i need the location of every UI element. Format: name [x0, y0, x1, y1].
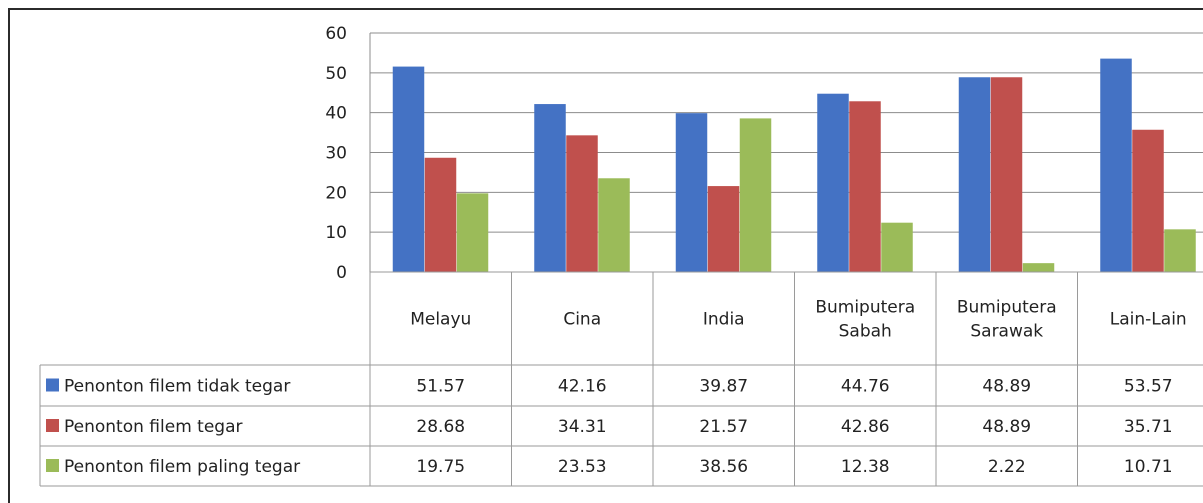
bar [958, 77, 991, 272]
bar [392, 66, 425, 272]
bar [1164, 229, 1196, 272]
data-table-cell: 35.71 [1124, 417, 1173, 437]
data-table-cell: 2.22 [988, 457, 1026, 477]
bar [849, 101, 881, 273]
data-table-cell: 10.71 [1124, 457, 1173, 477]
bar [817, 93, 849, 273]
bar [566, 135, 598, 272]
y-tick-label: 50 [325, 64, 347, 84]
bar [1100, 58, 1132, 272]
bar [598, 178, 630, 272]
legend-swatch [46, 419, 59, 432]
x-category-label: Melayu [410, 310, 471, 330]
bar [881, 222, 913, 272]
data-table-cell: 39.87 [699, 377, 748, 397]
data-table-cell: 34.31 [558, 417, 607, 437]
data-table-cell: 28.68 [416, 417, 465, 437]
bar [456, 193, 489, 272]
x-category-label: Lain-Lain [1110, 310, 1187, 330]
x-category-label: Sarawak [970, 322, 1043, 342]
bar [990, 77, 1023, 272]
legend-label: Penonton filem tidak tegar [64, 377, 290, 397]
y-tick-label: 40 [325, 104, 347, 124]
bar [675, 113, 708, 272]
data-table-cell: 48.89 [982, 377, 1031, 397]
legend-swatch [46, 378, 59, 392]
data-table-cell: 53.57 [1124, 377, 1173, 397]
y-tick-label: 0 [336, 263, 347, 283]
data-table-cell: 21.57 [699, 417, 748, 437]
bar [424, 157, 457, 272]
bar [1132, 129, 1164, 272]
y-tick-label: 30 [325, 144, 347, 164]
x-category-label: Bumiputera [957, 298, 1057, 318]
data-table-cell: 19.75 [416, 457, 465, 477]
legend-label: Penonton filem paling tegar [64, 457, 300, 477]
y-tick-label: 20 [325, 183, 347, 203]
data-table: Melayu Cina India Bumiputera Sabah Bumiputera… [39, 271, 1203, 487]
y-axis: 0 10 20 30 40 50 60 [325, 24, 371, 283]
data-table-cell: 23.53 [558, 457, 607, 477]
x-category-label: Bumiputera [815, 298, 915, 318]
data-table-cell: 42.86 [841, 417, 890, 437]
data-table-cell: 51.57 [416, 377, 465, 397]
bar [534, 104, 566, 272]
y-tick-label: 60 [325, 24, 347, 44]
bar [739, 118, 772, 272]
bar [1022, 263, 1055, 272]
legend-swatch [46, 459, 59, 472]
data-table-cell: 42.16 [558, 377, 607, 397]
data-table-cell: 48.89 [982, 417, 1031, 437]
x-category-label: Cina [563, 310, 601, 330]
x-category-label: India [703, 310, 745, 330]
data-table-cell: 44.76 [841, 377, 890, 397]
y-tick-label: 10 [325, 223, 347, 243]
data-table-cell: 12.38 [841, 457, 890, 477]
bar [707, 186, 740, 272]
legend-label: Penonton filem tegar [64, 417, 242, 437]
x-category-label: Sabah [839, 322, 892, 342]
bars [392, 58, 1196, 273]
data-table-cell: 38.56 [699, 457, 748, 477]
